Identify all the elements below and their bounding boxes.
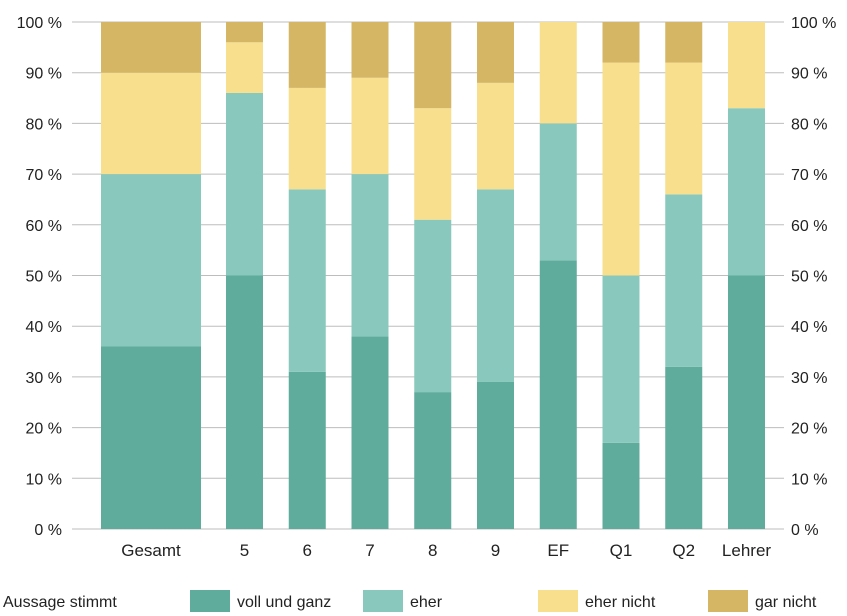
y-tick-label-right: 40 % [791, 319, 827, 336]
bar-segment [602, 22, 640, 63]
y-tick-label-right: 50 % [791, 269, 827, 286]
bar-segment [226, 92, 263, 276]
y-tick-label-left: 20 % [26, 421, 62, 438]
y-tick-label-left: 40 % [26, 319, 62, 336]
bars [101, 22, 765, 529]
bar-segment [414, 22, 452, 109]
bar-segment [665, 22, 703, 63]
bar-segment [101, 346, 201, 529]
y-tick-label-left: 30 % [26, 370, 62, 387]
legend-label: gar nicht [755, 594, 817, 611]
y-tick-label-right: 0 % [791, 522, 819, 539]
bar-segment [477, 82, 514, 190]
y-tick-label-left: 80 % [26, 116, 62, 133]
bar-segment [288, 22, 326, 88]
bar-segment [728, 22, 765, 109]
y-tick-label-left: 50 % [26, 269, 62, 286]
bar-segment [226, 22, 263, 43]
y-tick-label-right: 20 % [791, 421, 827, 438]
x-axis: Gesamt 5 6 7 8 9 EF Q1 Q2 Lehrer [121, 541, 771, 560]
x-tick-label: 8 [428, 541, 437, 560]
x-tick-label: Q1 [610, 541, 633, 560]
y-tick-label-right: 80 % [791, 116, 827, 133]
bar-segment [477, 381, 514, 529]
bar-segment [351, 22, 389, 78]
bar-segment [477, 22, 514, 83]
bar-segment [101, 174, 201, 347]
bar-segment [602, 442, 640, 529]
bar-segment [539, 123, 577, 261]
y-tick-label-left: 100 % [17, 15, 62, 32]
y-tick-label-right: 60 % [791, 218, 827, 235]
legend-label: voll und ganz [237, 594, 331, 611]
bar-segment [539, 260, 577, 529]
bar-segment [665, 62, 703, 195]
legend-title: Aussage stimmt [3, 594, 117, 611]
x-tick-label: Lehrer [722, 541, 771, 560]
y-tick-label-left: 10 % [26, 471, 62, 488]
y-axis-left: 0 % 10 % 20 % 30 % 40 % 50 % 60 % 70 % 80 % 90 % 1… [17, 15, 62, 539]
x-tick-label: Gesamt [121, 541, 181, 560]
legend-swatch [190, 590, 230, 612]
bar-segment [288, 189, 326, 372]
y-tick-label-left: 90 % [26, 66, 62, 83]
bar-segment [226, 42, 263, 93]
bar-segment [351, 174, 389, 337]
y-tick-label-right: 30 % [791, 370, 827, 387]
bar-segment [288, 87, 326, 190]
bar-segment [414, 392, 452, 529]
bar-segment [351, 77, 389, 175]
x-tick-label: EF [547, 541, 569, 560]
bar-segment [539, 22, 577, 124]
bar-segment [728, 108, 765, 276]
legend-swatch [538, 590, 578, 612]
legend-label: eher [410, 594, 443, 611]
bar-segment [602, 275, 640, 443]
legend-swatch [708, 590, 748, 612]
y-tick-label-right: 90 % [791, 66, 827, 83]
bar-segment [226, 275, 263, 529]
legend: Aussage stimmt voll und ganz eher eher nic… [3, 590, 817, 612]
bar-segment [101, 72, 201, 175]
y-tick-label-right: 100 % [791, 15, 836, 32]
bar-segment [665, 366, 703, 529]
bar-segment [288, 371, 326, 529]
x-tick-label: 9 [491, 541, 500, 560]
bar-segment [477, 189, 514, 382]
y-tick-label-left: 70 % [26, 167, 62, 184]
y-tick-label-left: 60 % [26, 218, 62, 235]
x-tick-label: 5 [240, 541, 249, 560]
bar-segment [602, 62, 640, 276]
bar-segment [351, 336, 389, 529]
x-tick-label: Q2 [672, 541, 695, 560]
bar-segment [665, 194, 703, 367]
bar-segment [101, 22, 201, 73]
bar-segment [414, 219, 452, 393]
bar-segment [414, 108, 452, 220]
y-tick-label-right: 70 % [791, 167, 827, 184]
y-tick-label-right: 10 % [791, 471, 827, 488]
legend-swatch [363, 590, 403, 612]
y-axis-right: 0 % 10 % 20 % 30 % 40 % 50 % 60 % 70 % 80 % 90 % 1… [791, 15, 836, 539]
x-tick-label: 6 [303, 541, 312, 560]
x-tick-label: 7 [365, 541, 374, 560]
bar-segment [728, 275, 765, 529]
legend-label: eher nicht [585, 594, 656, 611]
y-tick-label-left: 0 % [34, 522, 62, 539]
